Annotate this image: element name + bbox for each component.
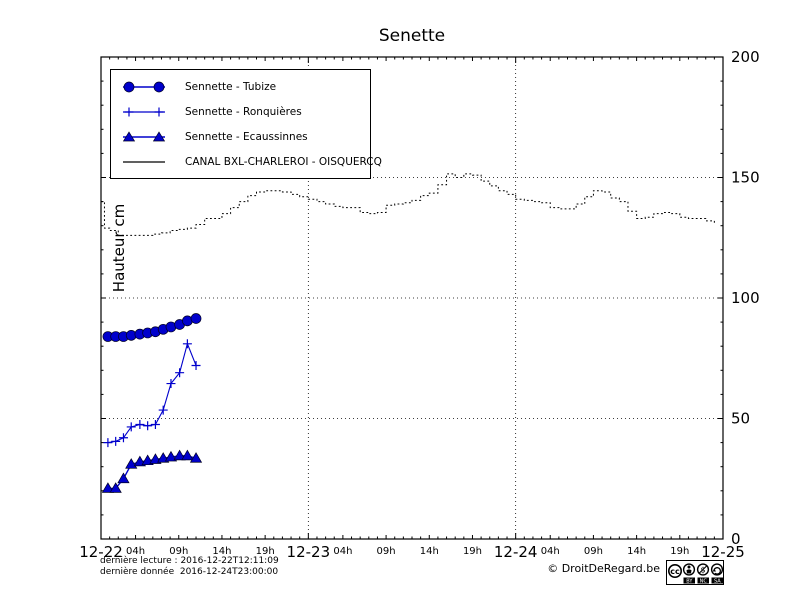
legend-item-canal: CANAL BXL-CHARLEROI - OISQUERCQ	[111, 150, 382, 174]
last-reading-text: dernière lecture : 2016-12-22T12:11:09	[100, 556, 279, 566]
x-hour-tick-label: 09h	[377, 546, 396, 557]
x-hour-tick-label: 19h	[256, 546, 275, 557]
canal-series-line	[101, 173, 715, 236]
x-hour-tick-label: 14h	[420, 546, 439, 557]
legend-label-tubize: Sennette - Tubize	[185, 80, 277, 93]
cc-sa-icon: SA	[710, 563, 724, 585]
y-tick-label: 200	[731, 48, 760, 66]
cc-logo-icon: cc	[670, 567, 680, 576]
plus-marker	[175, 368, 185, 378]
triangle-marker	[101, 482, 115, 493]
y-tick-label: 150	[731, 169, 760, 187]
series-line-1	[107, 342, 197, 444]
x-day-tick-label: 12-23	[287, 543, 331, 561]
plus-marker	[191, 360, 201, 370]
line-marker-icon	[123, 160, 165, 163]
x-hour-tick-label: 04h	[126, 546, 145, 557]
cc-by-icon: BY	[682, 563, 696, 585]
x-day-tick-label: 12-25	[701, 543, 745, 561]
svg-text:NC: NC	[700, 579, 708, 585]
y-tick-label: 50	[731, 410, 750, 428]
x-hour-tick-label: 19h	[463, 546, 482, 557]
triangle-marker	[181, 449, 194, 461]
x-hour-tick-label: 09h	[169, 546, 188, 557]
cc-license-badge: cc BY $ NC SA	[666, 560, 724, 585]
plus-marker	[182, 339, 192, 349]
chart-title: Senette	[378, 26, 446, 46]
circle-marker	[190, 313, 202, 324]
footer-readings: dernière lecture : 2016-12-22T12:11:09 de…	[100, 556, 279, 578]
x-hour-tick-label: 14h	[212, 546, 231, 557]
legend-label-ecaussinnes: Sennette - Ecaussinnes	[185, 130, 308, 143]
x-day-tick-label: 12-22	[79, 543, 123, 561]
svg-text:SA: SA	[714, 579, 721, 585]
x-hour-tick-label: 14h	[627, 546, 646, 557]
copyright-text: © DroitDeRegard.be	[547, 562, 660, 575]
triangle-marker-icon	[122, 130, 166, 141]
triangle-marker	[173, 449, 186, 461]
legend: Sennette - Tubize Sennette - Ronquières …	[110, 69, 382, 179]
x-hour-tick-label: 04h	[541, 546, 560, 557]
y-tick-label: 0	[731, 530, 741, 548]
x-day-tick-label: 12-24	[494, 543, 538, 561]
legend-item-ecaussinnes: Sennette - Ecaussinnes	[111, 125, 370, 149]
x-hour-tick-label: 19h	[670, 546, 689, 557]
plus-marker	[166, 379, 176, 389]
circle-marker-icon	[123, 81, 165, 92]
legend-item-ronquieres: Sennette - Ronquières	[111, 100, 370, 124]
triangle-marker	[189, 452, 203, 463]
plus-marker	[143, 421, 153, 431]
plus-marker-icon	[123, 107, 165, 116]
legend-item-tubize: Sennette - Tubize	[111, 75, 370, 99]
triangle-marker	[109, 482, 122, 493]
x-hour-tick-label: 04h	[333, 546, 352, 557]
last-data-text: dernière donnée 2016-12-24T23:00:00	[100, 567, 279, 577]
y-tick-label: 100	[731, 289, 760, 307]
plus-marker	[118, 433, 128, 443]
plus-marker	[103, 438, 113, 448]
triangle-marker	[117, 472, 130, 484]
legend-label-canal: CANAL BXL-CHARLEROI - OISQUERCQ	[185, 155, 382, 168]
cc-nc-icon: $ NC	[696, 563, 710, 585]
svg-text:BY: BY	[686, 579, 693, 585]
plus-marker	[135, 420, 145, 430]
plus-marker	[150, 420, 160, 430]
plus-marker	[158, 405, 168, 415]
triangle-marker	[164, 450, 178, 462]
plus-marker	[111, 436, 121, 446]
plus-marker	[126, 422, 136, 432]
x-hour-tick-label: 09h	[584, 546, 603, 557]
legend-label-ronquieres: Sennette - Ronquières	[185, 105, 302, 118]
